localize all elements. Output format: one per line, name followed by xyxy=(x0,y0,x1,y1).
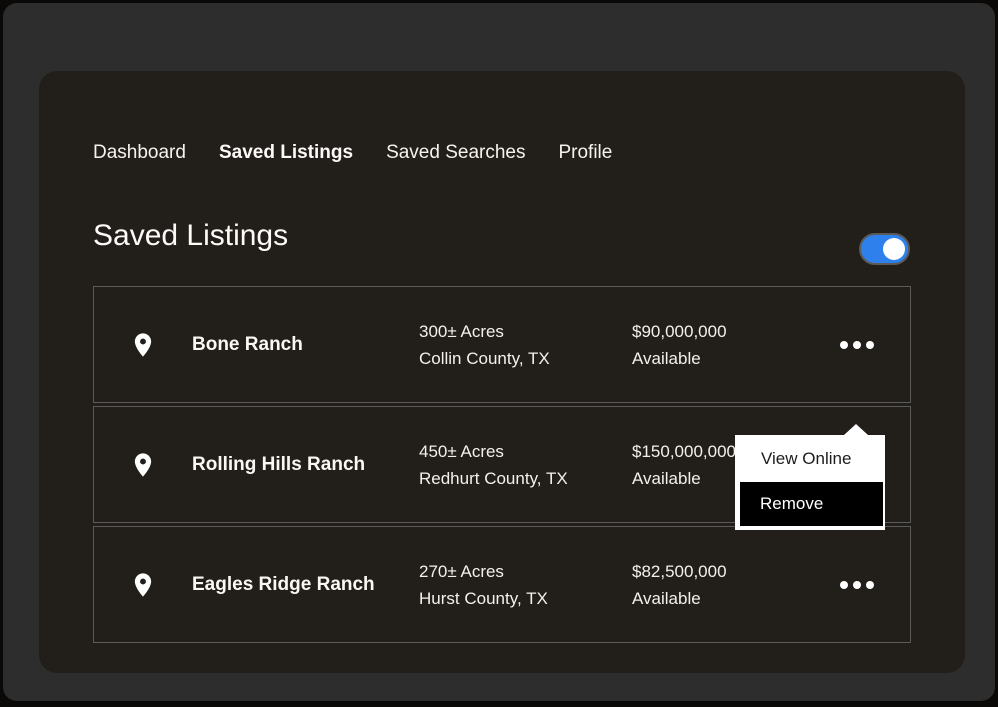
listings-list: Bone Ranch 300± Acres Collin County, TX … xyxy=(93,286,911,643)
listing-price: $90,000,000 xyxy=(632,321,727,341)
nav-profile[interactable]: Profile xyxy=(558,142,613,163)
main-panel: Dashboard Saved Listings Saved Searches … xyxy=(39,71,965,673)
more-options-button[interactable] xyxy=(840,335,874,355)
listing-name: Rolling Hills Ranch xyxy=(192,453,366,475)
listing-details: 450± Acres Redhurt County, TX xyxy=(419,438,632,492)
pin-cell xyxy=(94,451,192,479)
listing-details: 270± Acres Hurst County, TX xyxy=(419,558,632,612)
ellipsis-dot xyxy=(853,580,861,589)
menu-item-remove[interactable]: Remove xyxy=(740,482,883,526)
location-pin-icon xyxy=(134,332,152,357)
menu-item-view-online[interactable]: View Online xyxy=(761,448,852,468)
listing-name: Eagles Ridge Ranch xyxy=(192,573,375,595)
listing-location: Collin County, TX xyxy=(419,348,550,368)
listing-acres: 270± Acres xyxy=(419,561,504,581)
nav-saved-searches[interactable]: Saved Searches xyxy=(386,142,526,163)
actions-cell xyxy=(802,335,912,355)
nav-dashboard[interactable]: Dashboard xyxy=(93,142,186,163)
ellipsis-dot xyxy=(866,340,874,349)
listing-name: Bone Ranch xyxy=(192,333,303,355)
listing-row-bone-ranch: Bone Ranch 300± Acres Collin County, TX … xyxy=(93,286,911,403)
location-pin-icon xyxy=(134,572,152,597)
page-title: Saved Listings xyxy=(93,219,289,252)
more-options-button[interactable] xyxy=(840,575,874,595)
ellipsis-dot xyxy=(840,580,848,589)
listing-price: $82,500,000 xyxy=(632,561,727,581)
top-nav: Dashboard Saved Listings Saved Searches … xyxy=(93,141,612,165)
ellipsis-dot xyxy=(840,340,848,349)
listing-pricing: $90,000,000 Available xyxy=(632,318,802,372)
nav-saved-listings[interactable]: Saved Listings xyxy=(218,142,354,163)
listing-acres: 450± Acres xyxy=(419,441,504,461)
app-window: Dashboard Saved Listings Saved Searches … xyxy=(3,3,995,701)
listing-location: Hurst County, TX xyxy=(419,588,548,608)
listings-toggle[interactable] xyxy=(859,233,910,265)
listing-price: $150,000,000 xyxy=(632,441,736,461)
pin-cell xyxy=(94,571,192,599)
listing-details: 300± Acres Collin County, TX xyxy=(419,318,632,372)
context-menu: View Online Remove xyxy=(735,424,885,530)
pin-cell xyxy=(94,331,192,359)
listing-row-eagles-ridge-ranch: Eagles Ridge Ranch 270± Acres Hurst Coun… xyxy=(93,526,911,643)
menu-caret-icon xyxy=(844,424,868,435)
ellipsis-dot xyxy=(853,340,861,349)
listing-status: Available xyxy=(632,468,701,488)
listing-pricing: $150,000,000 Available xyxy=(632,438,802,492)
listing-status: Available xyxy=(632,348,701,368)
listing-status: Available xyxy=(632,588,701,608)
listing-pricing: $82,500,000 Available xyxy=(632,558,802,612)
listing-acres: 300± Acres xyxy=(419,321,504,341)
actions-cell xyxy=(802,575,912,595)
location-pin-icon xyxy=(134,452,152,477)
ellipsis-dot xyxy=(866,580,874,589)
listing-location: Redhurt County, TX xyxy=(419,468,568,488)
toggle-knob xyxy=(883,238,905,260)
